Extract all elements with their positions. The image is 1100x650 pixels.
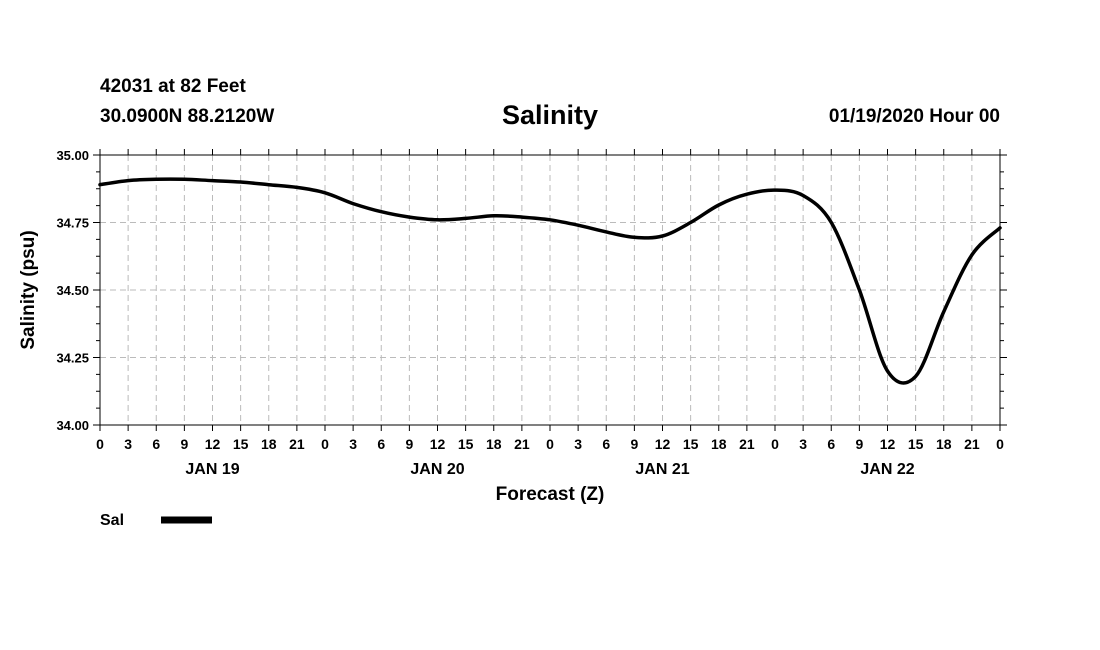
- x-tick-label: 6: [152, 436, 160, 452]
- x-tick-label: 18: [711, 436, 727, 452]
- y-tick-label: 35.00: [56, 148, 89, 163]
- x-tick-label: 6: [377, 436, 385, 452]
- x-tick-label: 3: [349, 436, 357, 452]
- legend: Sal: [100, 512, 212, 529]
- x-tick-label: 21: [289, 436, 305, 452]
- y-tick-label: 34.25: [56, 351, 89, 366]
- x-axis: 0 3 6 9 12 15 18 21 0 3 6 9 12 15 18 21 0 3 6 9 12 15 18 21 0 3 6 9…: [96, 149, 1004, 478]
- x-tick-label: 21: [964, 436, 980, 452]
- x-tick-label: 9: [630, 436, 638, 452]
- x-tick-label: 21: [514, 436, 530, 452]
- x-tick-label: 0: [96, 436, 104, 452]
- x-axis-label: Forecast (Z): [496, 484, 605, 505]
- x-tick-label: 0: [996, 436, 1004, 452]
- x-tick-label: 9: [180, 436, 188, 452]
- x-tick-label: 3: [799, 436, 807, 452]
- y-axis: 34.00 34.25 34.50 34.75 35.00: [56, 148, 1007, 433]
- x-tick-label: 12: [205, 436, 221, 452]
- chart-title: Salinity: [501, 100, 599, 130]
- x-tick-label: 9: [855, 436, 863, 452]
- grid: [100, 155, 1000, 425]
- x-tick-label: 12: [430, 436, 446, 452]
- coordinates-label: 30.0900N 88.2120W: [100, 106, 275, 127]
- station-label: 42031 at 82 Feet: [100, 76, 246, 97]
- x-tick-label: 0: [546, 436, 554, 452]
- x-day-label: JAN 21: [635, 461, 689, 478]
- forecast-datetime: 01/19/2020 Hour 00: [828, 106, 1000, 127]
- y-tick-label: 34.00: [56, 418, 89, 433]
- x-tick-label: 0: [771, 436, 779, 452]
- x-tick-label: 15: [683, 436, 699, 452]
- series-line-sal: [98, 177, 1002, 385]
- y-tick-label: 34.50: [56, 283, 89, 298]
- x-tick-label: 6: [827, 436, 835, 452]
- x-tick-label: 18: [486, 436, 502, 452]
- x-tick-label: 15: [908, 436, 924, 452]
- plot-frame: [99, 154, 1001, 426]
- legend-label: Sal: [100, 512, 124, 529]
- x-tick-label: 0: [321, 436, 329, 452]
- x-tick-label: 9: [405, 436, 413, 452]
- x-tick-label: 3: [574, 436, 582, 452]
- x-tick-label: 12: [655, 436, 671, 452]
- x-tick-label: 15: [458, 436, 474, 452]
- x-day-label: JAN 22: [860, 461, 914, 478]
- x-day-label: JAN 20: [410, 461, 464, 478]
- x-day-label: JAN 19: [185, 461, 239, 478]
- x-tick-label: 21: [739, 436, 755, 452]
- x-tick-label: 15: [233, 436, 249, 452]
- x-tick-label: 3: [124, 436, 132, 452]
- x-tick-label: 6: [602, 436, 610, 452]
- y-axis-label: Salinity (psu): [18, 230, 39, 349]
- x-tick-label: 18: [261, 436, 277, 452]
- y-tick-label: 34.75: [56, 216, 89, 231]
- x-tick-label: 12: [880, 436, 896, 452]
- x-tick-label: 18: [936, 436, 952, 452]
